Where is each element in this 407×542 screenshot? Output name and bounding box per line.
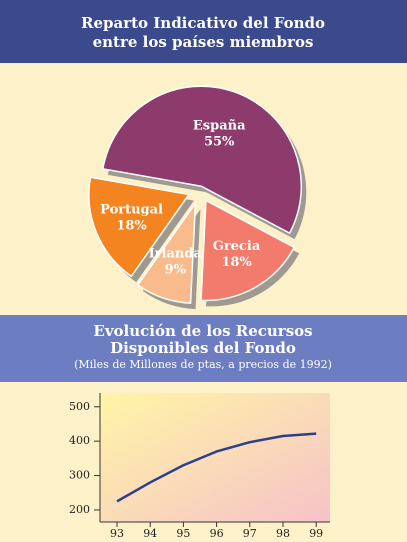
x-tick-label: 98 [276, 527, 290, 540]
x-tick-label: 97 [243, 527, 257, 540]
chart-title: Reparto Indicativo del Fondo [81, 14, 325, 32]
chart-title: Evolución de los Recursos [93, 322, 312, 340]
slice-label: Irlanda [149, 246, 203, 261]
x-tick-label: 99 [309, 527, 323, 540]
slice-label: Portugal [100, 203, 163, 218]
x-tick-label: 94 [143, 527, 157, 540]
plot-area [100, 393, 330, 522]
x-tick-label: 95 [176, 527, 190, 540]
chart-subtitle: (Miles de Millones de ptas, a precios de… [74, 358, 332, 371]
y-tick-label: 400 [69, 434, 90, 447]
y-tick-label: 500 [69, 400, 90, 413]
value-label: 18% [116, 219, 147, 234]
value-label: 18% [221, 255, 252, 270]
y-tick-label: 200 [69, 503, 90, 516]
slice [200, 199, 296, 302]
y-tick-label: 300 [69, 469, 90, 482]
chart-title: Disponibles del Fondo [110, 339, 296, 357]
chart-title: entre los países miembros [93, 33, 314, 51]
line [116, 432, 317, 503]
slice [88, 176, 191, 278]
header-band [0, 0, 407, 63]
value-label: 55% [204, 135, 235, 150]
x-tick-label: 93 [110, 527, 124, 540]
slice-label: Grecia [213, 239, 261, 254]
slice [101, 85, 303, 235]
slice-label: España [193, 119, 246, 134]
value-label: 9% [165, 262, 187, 277]
x-tick-label: 96 [210, 527, 224, 540]
header-band [0, 315, 407, 382]
slice [136, 200, 197, 304]
